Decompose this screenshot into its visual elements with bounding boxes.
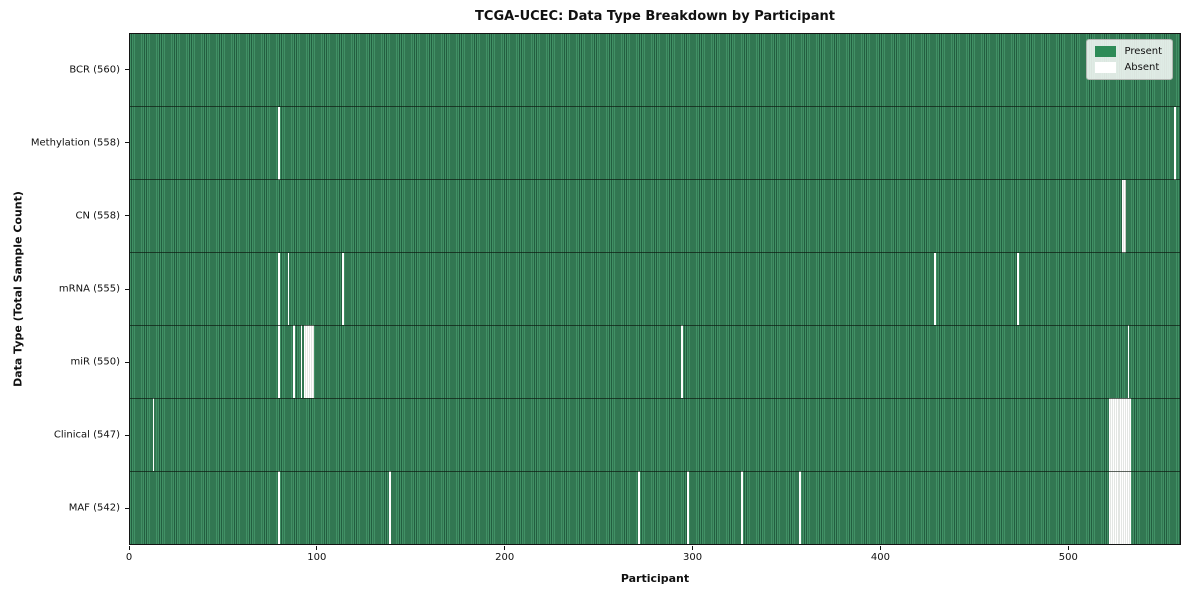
- y-tick-mark: [125, 288, 129, 290]
- y-tick-mark: [125, 361, 129, 363]
- y-tick-label-cn: CN (558): [75, 210, 120, 222]
- row-maf: [130, 471, 1180, 544]
- x-tick-label: 400: [870, 552, 890, 563]
- absent-gap: [341, 252, 344, 326]
- absent-gap: [1127, 325, 1130, 399]
- row-separator: [130, 106, 1180, 108]
- absent-gap: [152, 398, 155, 472]
- absent-gap: [287, 252, 290, 326]
- absent-gap: [681, 325, 684, 399]
- row-bcr: [130, 34, 1180, 107]
- absent-gap: [388, 471, 391, 544]
- absent-gap: [278, 471, 280, 544]
- y-tick-label-methylation: Methylation (558): [30, 137, 120, 149]
- x-tick-mark: [504, 546, 506, 550]
- legend-entry-absent: Absent: [1095, 62, 1162, 73]
- absent-gap: [1174, 106, 1177, 180]
- absent-gap: [1108, 471, 1132, 544]
- y-tick-label-clinical: Clinical (547): [53, 429, 120, 441]
- row-separator: [130, 324, 1180, 326]
- x-tick-mark: [316, 546, 318, 550]
- absent-gap: [686, 471, 689, 544]
- y-tick-label-mrna: mRNA (555): [58, 283, 120, 295]
- absent-gap: [1108, 398, 1132, 472]
- chart-title: TCGA-UCEC: Data Type Breakdown by Partic…: [475, 9, 835, 24]
- absent-gap: [304, 325, 314, 399]
- absent-gap: [1121, 179, 1126, 253]
- absent-gap: [300, 325, 303, 399]
- row-separator: [130, 179, 1180, 181]
- absent-gap: [638, 471, 640, 544]
- absent-gap: [934, 252, 937, 326]
- y-tick-mark: [125, 434, 129, 436]
- x-tick-mark: [879, 546, 881, 550]
- row-separator: [130, 470, 1180, 472]
- x-axis-ticks: 0 100 200 300 400 500: [125, 546, 1181, 568]
- y-tick-label-maf: MAF (542): [68, 502, 120, 514]
- absent-gap: [278, 106, 280, 180]
- row-separator: [130, 252, 1180, 254]
- x-tick-label: 300: [683, 552, 703, 563]
- absent-gap: [1016, 252, 1019, 326]
- row-separator: [130, 397, 1180, 399]
- x-tick-mark: [692, 546, 694, 550]
- y-tick-mark: [125, 507, 129, 509]
- x-tick-mark: [128, 546, 130, 550]
- x-tick-label: 0: [125, 552, 133, 563]
- absent-gap: [278, 252, 280, 326]
- x-tick-label: 500: [1058, 552, 1078, 563]
- legend-absent-label: Absent: [1124, 62, 1160, 73]
- row-methylation: [130, 106, 1180, 180]
- row-mrna: [130, 252, 1180, 326]
- legend-present-swatch: [1095, 46, 1117, 57]
- x-axis-label: Participant: [620, 572, 690, 585]
- absent-gap: [293, 325, 295, 399]
- legend-entry-present: Present: [1095, 46, 1162, 57]
- absent-gap: [741, 471, 744, 544]
- x-tick-label: 200: [495, 552, 515, 563]
- absent-gap: [278, 325, 280, 399]
- y-tick-mark: [125, 69, 129, 71]
- x-tick-mark: [1067, 546, 1069, 550]
- absent-gap: [799, 471, 802, 544]
- y-tick-mark: [125, 142, 129, 144]
- y-tick-mark: [125, 215, 129, 217]
- row-cn: [130, 179, 1180, 253]
- y-tick-label-bcr: BCR (560): [69, 64, 120, 76]
- row-clinical: [130, 398, 1180, 472]
- x-tick-label: 100: [307, 552, 327, 563]
- row-mir: [130, 325, 1180, 399]
- plot-area: Present Absent: [129, 33, 1181, 545]
- legend-present-label: Present: [1124, 46, 1162, 57]
- y-tick-label-mir: miR (550): [70, 356, 120, 368]
- y-axis-ticks: BCR (560) Methylation (558) CN (558) mRNA (…: [0, 33, 129, 545]
- legend-absent-swatch: [1095, 62, 1117, 73]
- legend: Present Absent: [1086, 39, 1173, 80]
